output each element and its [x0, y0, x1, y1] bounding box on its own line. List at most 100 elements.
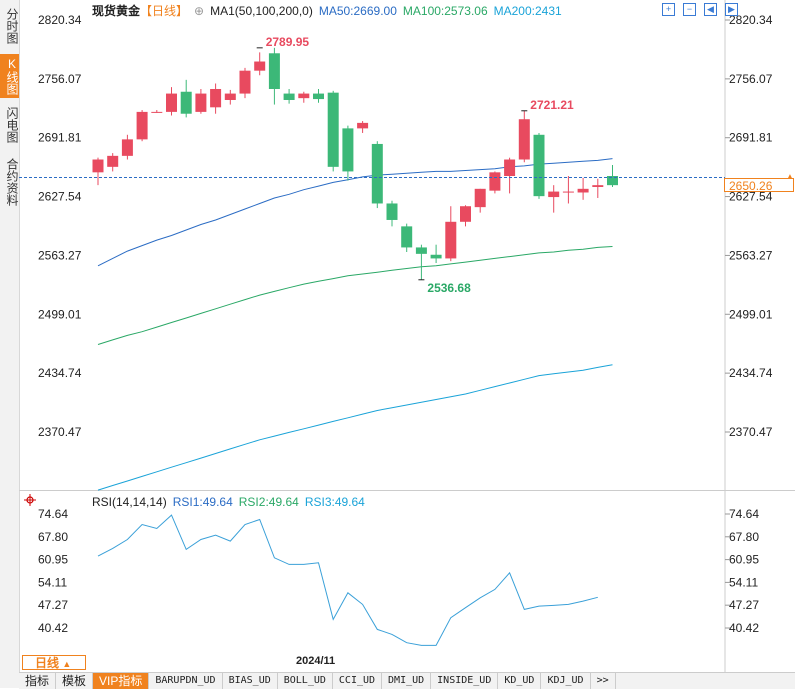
candle-body [607, 176, 618, 186]
indicator-tab-9[interactable]: KD_UD [498, 673, 542, 689]
rsi-line [97, 514, 598, 646]
candle-body [342, 128, 354, 172]
rsi-title: RSI(14,14,14) [92, 495, 167, 509]
rsi-tick-label-left: 60.95 [38, 553, 68, 567]
indicator-tab-8[interactable]: INSIDE_UD [431, 673, 499, 689]
price-tick-label-left: 2499.01 [38, 307, 82, 321]
indicator-tab-4[interactable]: BIAS_UD [223, 673, 278, 689]
price-tick-label-left: 2756.07 [38, 72, 82, 86]
indicator-tab-5[interactable]: BOLL_UD [278, 673, 333, 689]
price-tick-label: 2691.81 [729, 131, 773, 145]
candle-body [239, 70, 251, 94]
left-arrow-icon[interactable]: ◀ [704, 3, 717, 16]
rsi-tick-label-right: 60.95 [729, 553, 759, 567]
price-tick-label-left: 2627.54 [38, 190, 82, 204]
candle-body [121, 139, 133, 156]
candle-body [92, 159, 104, 173]
candle-body [327, 92, 339, 167]
tab-contract-info[interactable]: 合约资料 [5, 158, 19, 206]
indicator-tab-10[interactable]: KDJ_UD [541, 673, 591, 689]
candle-body [210, 88, 222, 108]
rsi-tick-label-right: 47.27 [729, 598, 759, 612]
ma100-value: MA100:2573.06 [402, 4, 488, 18]
rsi-tick-label-left: 54.11 [38, 575, 67, 589]
rsi-tick-label-right: 40.42 [729, 621, 759, 635]
candle-body [254, 61, 266, 71]
chart-controls: + − ◀ ▶ [662, 1, 746, 16]
main-legend: 现货黄金【日线】 ⊕ MA1(50,100,200,0) MA50:2669.00 MA… [92, 2, 568, 19]
candle-body [386, 203, 398, 220]
price-tick-label: 2563.27 [729, 248, 773, 262]
candle-body [151, 111, 163, 113]
annotation-label: 2536.68 [427, 281, 471, 295]
ma200-value: MA200:2431 [493, 4, 562, 18]
price-tick-label-left: 2691.81 [38, 131, 82, 145]
candle-body [460, 206, 471, 222]
price-tick-label: 2434.74 [729, 366, 773, 380]
rsi-tick-label-right: 74.64 [729, 507, 759, 521]
indicator-tab-6[interactable]: CCI_UD [333, 673, 383, 689]
candle-body [401, 226, 413, 248]
ma100-line [97, 246, 613, 345]
rsi2-value: RSI2:49.64 [238, 495, 299, 509]
ma200-line [97, 364, 613, 491]
price-tick-label: 2499.01 [729, 307, 773, 321]
rsi-tick-label-left: 47.27 [38, 598, 68, 612]
indicator-tab-0[interactable]: 指标 [19, 673, 57, 689]
rsi3-value: RSI3:49.64 [304, 495, 365, 509]
price-tick-label-left: 2820.34 [38, 13, 82, 27]
right-arrow-icon[interactable]: ▶ [725, 3, 738, 16]
zoom-out-icon[interactable]: − [683, 3, 696, 16]
price-tick-label: 2370.47 [729, 425, 773, 439]
rsi-settings-icon [24, 494, 36, 506]
indicator-tab-2[interactable]: VIP指标 [93, 673, 150, 689]
candle-body [489, 172, 501, 191]
candle-body [548, 191, 560, 198]
tab-kline[interactable]: K线图 [0, 54, 19, 98]
rsi-tick-label-right: 67.80 [729, 530, 759, 544]
candle-body [415, 247, 427, 254]
rsi1-value: RSI1:49.64 [172, 495, 233, 509]
period-tag[interactable]: 【日线】 [140, 4, 189, 18]
rsi-tick-label-left: 74.64 [38, 507, 68, 521]
rsi-legend: RSI(14,14,14) RSI1:49.64 RSI2:49.64 RSI3:49… [92, 495, 371, 509]
candle-body [313, 93, 324, 100]
candle-body [445, 221, 457, 259]
candle-body [474, 188, 486, 208]
indicator-tab-1[interactable]: 模板 [56, 673, 94, 689]
indicator-tab-3[interactable]: BARUPDN_UD [149, 673, 223, 689]
candle-body [268, 53, 280, 89]
candle-body [136, 111, 148, 140]
current-price-tag: 2650.26 [724, 178, 794, 193]
x-axis-date-label: 2024/11 [296, 655, 336, 667]
candle-body [518, 119, 530, 160]
candle-body [298, 93, 310, 99]
annotation-label: 2721.21 [530, 98, 574, 112]
ma50-value: MA50:2669.00 [318, 4, 397, 18]
tab-flash[interactable]: 闪电图 [5, 107, 19, 143]
candle-body [166, 93, 177, 112]
symbol-name: 现货黄金 [92, 4, 141, 18]
candle-body [283, 93, 295, 100]
candle-body [107, 155, 119, 167]
candle-body [180, 91, 192, 114]
price-tick-label-left: 2563.27 [38, 248, 82, 262]
rsi-tick-label-left: 67.80 [38, 530, 68, 544]
indicator-tab-11[interactable]: >> [591, 673, 616, 689]
zoom-in-icon[interactable]: + [662, 3, 675, 16]
candle-body [592, 185, 604, 187]
chart-canvas[interactable]: 2789.95 2721.21 2536.68 2820.34 2756.07 2691… [0, 0, 795, 672]
price-tick-label: 2756.07 [729, 72, 773, 86]
indicator-tab-bar: 指标 模板 VIP指标 BARUPDN_UD BIAS_UD BOLL_UD CCI_UD D… [19, 672, 795, 689]
indicator-tab-7[interactable]: DMI_UD [382, 673, 432, 689]
price-marker-icon: ▲ [785, 172, 795, 183]
period-selector[interactable]: 日线 ▲ [22, 655, 86, 670]
candle-body [577, 188, 589, 193]
price-tick-label-left: 2434.74 [38, 366, 82, 380]
candle-body [562, 191, 574, 193]
ma-toggle-icon[interactable]: ⊕ [194, 4, 205, 18]
tab-timeshare[interactable]: 分时图 [5, 8, 19, 44]
candle-body [533, 134, 545, 197]
price-tick-label-left: 2370.47 [38, 425, 82, 439]
price-tick-label: 2820.34 [729, 13, 773, 27]
